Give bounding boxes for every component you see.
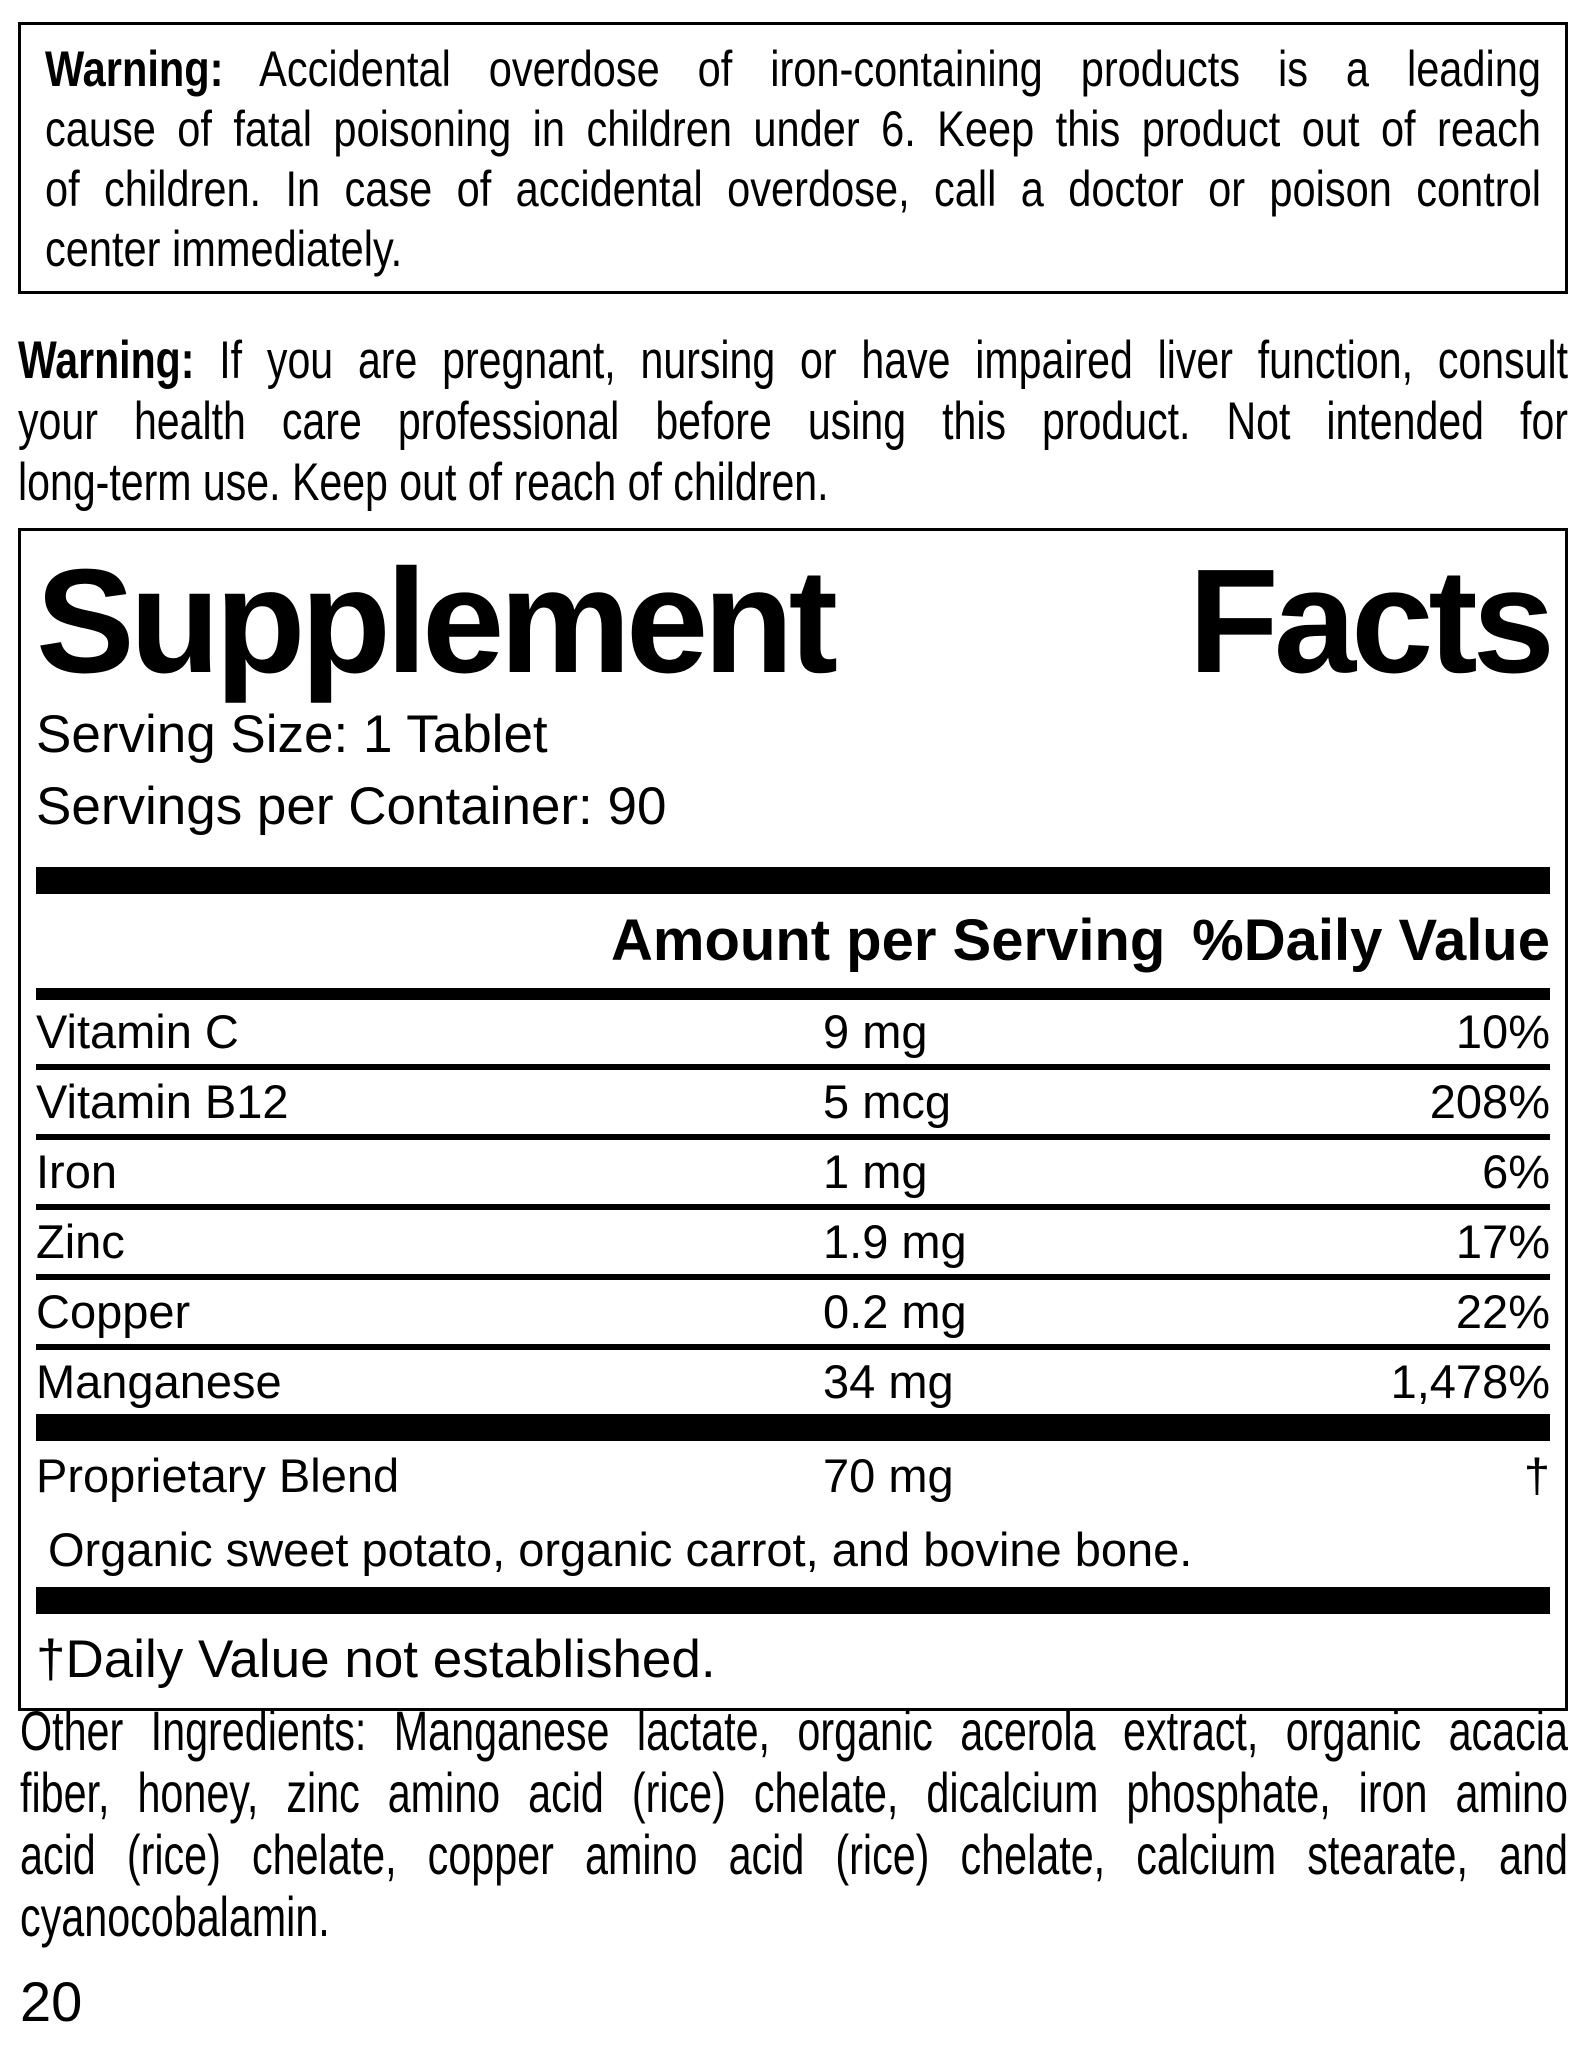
thin-divider: [36, 1344, 1550, 1350]
nutrient-name: Proprietary Blend: [36, 1449, 400, 1502]
text-line: cause of fatal poisoning in children und…: [45, 101, 1541, 157]
nutrient-amount: 5 mcg: [823, 1075, 951, 1128]
nutrient-amount: 9 mg: [823, 1005, 928, 1058]
nutrient-amount: 70 mg: [823, 1449, 954, 1502]
proprietary-blend-row: Proprietary Blend 70 mg †: [36, 1441, 1550, 1511]
thick-divider: [36, 867, 1550, 894]
iron-warning-box: Warning: Accidental overdose of iron-con…: [18, 22, 1568, 294]
nutrient-daily-value: 1,478%: [1390, 1355, 1550, 1408]
text-line: long-term use. Keep out of reach of chil…: [18, 453, 829, 512]
thin-divider: [36, 1274, 1550, 1280]
text-line: center immediately.: [45, 221, 403, 277]
pregnancy-warning-note: Warning: If you are pregnant, nursing or…: [18, 330, 1568, 513]
nutrient-amount: 1 mg: [823, 1145, 928, 1198]
text-line: of children. In case of accidental overd…: [45, 161, 1541, 217]
text-line: cyanocobalamin.: [20, 1885, 330, 1948]
nutrient-name: Iron: [36, 1145, 117, 1198]
table-header-row: Amount per Serving %Daily Value: [36, 894, 1550, 988]
thin-divider: [36, 1134, 1550, 1140]
nutrient-amount: 0.2 mg: [823, 1285, 967, 1338]
nutrient-daily-value: 6%: [1482, 1145, 1550, 1198]
nutrient-amount: 1.9 mg: [823, 1215, 967, 1268]
amount-per-serving-header: Amount per Serving: [611, 908, 1166, 973]
text-line: Warning: Accidental overdose of iron-con…: [45, 41, 1541, 97]
supplement-facts-title: Supplement Facts: [36, 539, 1555, 704]
text-line: acid (rice) chelate, copper amino acid (…: [20, 1823, 1568, 1886]
other-ingredients-text: Other Ingredients: Manganese lactate, or…: [20, 1700, 1568, 1948]
title-word-facts: Facts: [1188, 539, 1555, 704]
text-line: Warning: If you are pregnant, nursing or…: [18, 331, 1569, 390]
nutrient-name: Zinc: [36, 1215, 125, 1268]
nutrient-name: Manganese: [36, 1355, 282, 1408]
iron-warning-text: Warning: Accidental overdose of iron-con…: [45, 39, 1541, 279]
blend-description: Organic sweet potato, organic carrot, an…: [48, 1523, 1193, 1576]
nutrient-name: Copper: [36, 1285, 191, 1338]
thick-divider: [36, 1587, 1550, 1614]
serving-size: Serving Size: 1 Tablet: [36, 705, 548, 764]
daily-value-footnote: †Daily Value not established.: [36, 1630, 716, 1689]
nutrient-daily-value: 208%: [1429, 1075, 1550, 1128]
thick-divider: [36, 988, 1550, 1000]
nutrient-name: Vitamin C: [36, 1005, 239, 1058]
pregnancy-warning-text: Warning: If you are pregnant, nursing or…: [18, 330, 1568, 513]
daily-value-header: %Daily Value: [1192, 908, 1550, 973]
nutrient-name: Vitamin B12: [36, 1075, 289, 1128]
nutrient-table: Vitamin C 9 mg 10% Vitamin B12 5 mcg 208% Iron…: [36, 1000, 1550, 1414]
thick-divider: [36, 1414, 1550, 1441]
page-number: 20: [20, 1970, 83, 2033]
nutrient-row: Vitamin B12 5 mcg 208%: [36, 1070, 1550, 1134]
nutrient-row: Iron 1 mg 6%: [36, 1140, 1550, 1204]
text-line: your health care professional before usi…: [18, 392, 1568, 451]
dagger-icon: †: [1523, 1449, 1550, 1502]
servings-per-container: Servings per Container: 90: [36, 777, 667, 836]
supplement-facts-panel: Supplement Facts Serving Size: 1 Tablet …: [18, 528, 1568, 1711]
nutrient-row: Manganese 34 mg 1,478%: [36, 1350, 1550, 1414]
other-ingredients-section: Other Ingredients: Manganese lactate, or…: [20, 1700, 1568, 1948]
nutrient-row: Vitamin C 9 mg 10%: [36, 1000, 1550, 1064]
thin-divider: [36, 1204, 1550, 1210]
nutrient-row: Zinc 1.9 mg 17%: [36, 1210, 1550, 1274]
thin-divider: [36, 1064, 1550, 1070]
title-word-supplement: Supplement: [36, 539, 838, 704]
text-line: Other Ingredients: Manganese lactate, or…: [20, 1699, 1568, 1762]
text-line: fiber, honey, zinc amino acid (rice) che…: [20, 1761, 1568, 1824]
nutrient-daily-value: 22%: [1455, 1285, 1550, 1338]
nutrient-daily-value: 17%: [1455, 1215, 1550, 1268]
nutrient-daily-value: 10%: [1455, 1005, 1550, 1058]
nutrient-amount: 34 mg: [823, 1355, 954, 1408]
nutrient-row: Copper 0.2 mg 22%: [36, 1280, 1550, 1344]
